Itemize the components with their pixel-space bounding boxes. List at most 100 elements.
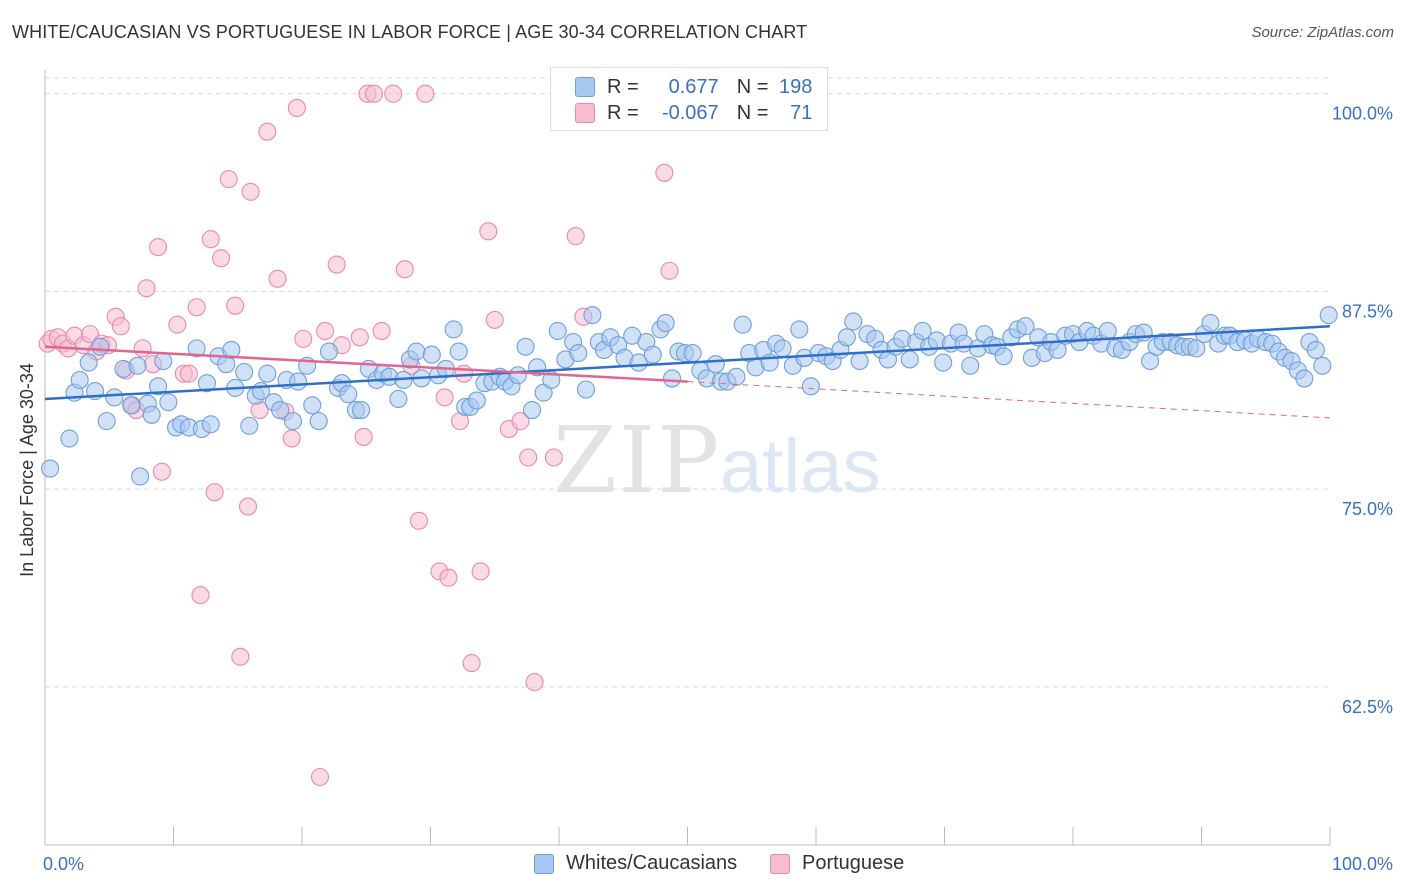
whites-point (131, 467, 150, 486)
portuguese-point (409, 511, 428, 530)
whites-point (1295, 369, 1314, 388)
whites-point (727, 367, 746, 386)
legend-swatch-portuguese (770, 853, 790, 874)
whites-point (706, 355, 725, 374)
stats-legend: R = 0.677 N = 198 R = -0.067 N = 71 (550, 67, 828, 131)
whites-point (235, 363, 254, 382)
portuguese-point (226, 296, 245, 315)
portuguese-point (137, 279, 156, 298)
whites-point (422, 345, 441, 364)
portuguese-point (350, 328, 369, 347)
whites-point (197, 374, 216, 393)
whites-point (91, 337, 110, 356)
whites-point (583, 306, 602, 325)
portuguese-point (168, 315, 187, 334)
portuguese-point (544, 448, 563, 467)
whites-point (407, 342, 426, 361)
portuguese-point (316, 321, 335, 341)
whites-point (508, 366, 527, 385)
whites-point (444, 320, 463, 339)
portuguese-point (566, 227, 585, 246)
whites-point (837, 328, 856, 347)
y-tick-label: 62.5% (1342, 697, 1393, 717)
portuguese-point (258, 122, 277, 141)
whites-point (303, 396, 322, 415)
portuguese-point (179, 364, 198, 383)
whites-point (801, 377, 820, 396)
whites-point (683, 344, 702, 363)
portuguese-point (187, 298, 206, 317)
legend-r-value: 0.677 (668, 75, 719, 98)
whites-point (522, 401, 542, 420)
whites-point (1201, 314, 1220, 333)
portuguese-point (294, 329, 313, 348)
whites-point (201, 415, 220, 434)
whites-point (159, 393, 178, 412)
whites-point (128, 356, 147, 375)
legend-r-label: R = (607, 75, 639, 98)
whites-point (1313, 356, 1332, 375)
whites-point (844, 312, 863, 331)
series-legend: Whites/Caucasians Portuguese (0, 852, 1406, 878)
whites-point (240, 416, 259, 435)
legend-n-label: N = (736, 75, 769, 98)
legend-row-portuguese: R = -0.067 N = 71 (575, 101, 812, 125)
whites-trend-line (44, 324, 1331, 401)
whites-point (850, 351, 869, 371)
whites-point (1306, 340, 1325, 359)
portuguese-point (660, 261, 679, 280)
legend-label-whites: Whites/Caucasians (566, 852, 738, 874)
whites-point (122, 396, 141, 415)
whites-point (900, 350, 919, 369)
whites-point (643, 345, 662, 364)
y-tick-label: 87.5% (1342, 301, 1393, 321)
whites-point (222, 340, 241, 359)
whites-point (339, 385, 358, 404)
whites-point (548, 321, 567, 341)
portuguese-point (364, 84, 384, 103)
whites-point (60, 429, 79, 448)
portuguese-point (152, 462, 171, 481)
whites-point (352, 401, 371, 420)
whites-point (773, 339, 792, 358)
whites-point (569, 344, 588, 363)
chart-title: WHITE/CAUCASIAN VS PORTUGUESE IN LABOR F… (12, 22, 808, 42)
legend-label-portuguese: Portuguese (802, 852, 905, 874)
portuguese-point (519, 448, 538, 467)
portuguese-point (462, 654, 481, 673)
x-tick-label: 0.0% (43, 854, 84, 874)
portuguese-point (416, 84, 435, 103)
whites-point (142, 405, 161, 424)
watermark-atlas: atlas (720, 424, 881, 509)
portuguese-point (231, 647, 250, 666)
trend-lines (44, 324, 1331, 419)
portuguese-point (111, 317, 130, 336)
whites-point (97, 412, 116, 431)
legend-item-portuguese[interactable]: Portuguese (770, 852, 904, 875)
portuguese-point (238, 497, 258, 516)
portuguese-point (133, 339, 152, 358)
whites-point (1319, 306, 1338, 325)
portuguese-point (219, 170, 238, 189)
legend-item-whites[interactable]: Whites/Caucasians (534, 852, 737, 875)
portuguese-point (205, 483, 224, 502)
legend-row-whites: R = 0.677 N = 198 (575, 75, 812, 99)
portuguese-point (268, 269, 287, 288)
whites-point (961, 356, 980, 375)
portuguese-point (191, 586, 210, 605)
whites-point (449, 342, 468, 361)
whites-point (319, 342, 339, 361)
whites-point (271, 401, 290, 420)
legend-n-value: 71 (790, 101, 813, 124)
whites-point (289, 372, 308, 391)
portuguese-trend-extension (687, 381, 1331, 419)
portuguese-point (327, 255, 346, 274)
whites-point (41, 459, 60, 478)
portuguese-point (485, 310, 504, 329)
legend-swatch-whites (534, 853, 554, 874)
whites-point (154, 351, 173, 371)
tick-labels: 62.5% 75.0% 87.5% 100.0% 0.0% 100.0% (43, 104, 1393, 874)
whites-point (1016, 317, 1035, 336)
whites-point (467, 391, 486, 410)
